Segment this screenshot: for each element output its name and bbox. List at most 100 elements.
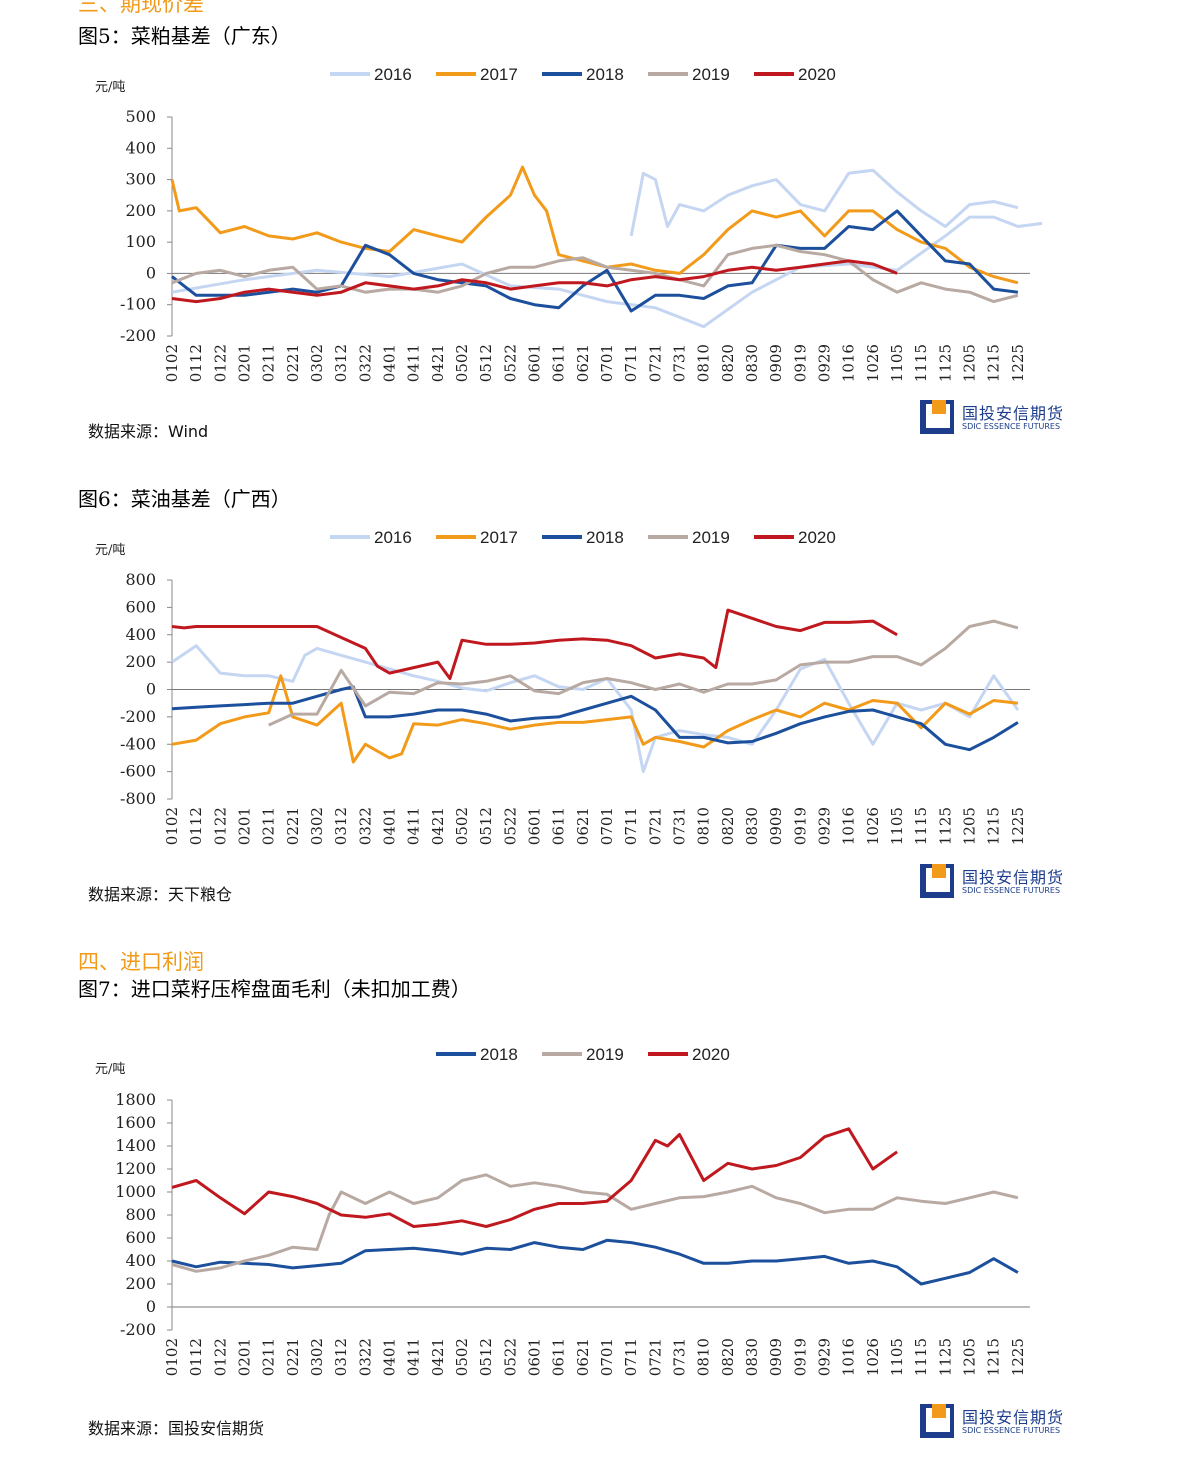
x-tick-label: 0401: [381, 807, 399, 845]
legend-label: 2020: [798, 65, 836, 84]
x-tick-label: 1225: [1009, 344, 1027, 382]
y-tick-label: 800: [125, 570, 156, 589]
y-tick-label: 400: [125, 138, 156, 157]
x-tick-label: 0601: [526, 344, 544, 382]
series-line-2020: [171, 259, 898, 304]
y-tick-label: 0: [146, 263, 156, 282]
series-line-2018: [171, 685, 1019, 752]
x-tick-label: 0322: [356, 1338, 374, 1376]
x-tick-label: 0621: [574, 807, 592, 845]
y-tick-label: -200: [120, 326, 156, 345]
x-tick-label: 0512: [477, 344, 495, 382]
x-tick-label: 0221: [284, 1338, 302, 1376]
x-tick-label: 0201: [236, 344, 254, 382]
x-tick-label: 0522: [501, 344, 519, 382]
x-tick-label: 0721: [646, 807, 664, 845]
x-tick-label: 0221: [284, 807, 302, 845]
series-line-2017: [170, 165, 1019, 285]
logo-name-en: SDIC ESSENCE FUTURES: [962, 886, 1061, 895]
x-tick-label: 0701: [598, 807, 616, 845]
y-tick-label: 1200: [115, 1159, 156, 1178]
series-line-2018: [171, 209, 1019, 313]
y-axis-unit: 元/吨: [95, 1062, 126, 1077]
x-tick-label: 1026: [864, 1338, 882, 1376]
x-tick-label: 0211: [260, 807, 278, 845]
y-axis-unit: 元/吨: [95, 543, 126, 558]
x-tick-label: 0201: [236, 1338, 254, 1376]
x-tick-label: 0112: [187, 807, 205, 845]
x-tick-label: 0601: [526, 807, 544, 845]
x-tick-label: 1125: [936, 344, 954, 382]
x-tick-label: 0411: [405, 807, 423, 845]
x-tick-label: 0502: [453, 807, 471, 845]
x-tick-label: 1115: [912, 807, 930, 845]
y-tick-label: 0: [146, 680, 156, 699]
y-tick-label: 400: [125, 625, 156, 644]
x-tick-label: 0731: [671, 807, 689, 845]
logo-name-cn: 国投安信期货: [962, 1408, 1065, 1427]
y-tick-label: -400: [120, 734, 156, 753]
company-logo: 国投安信期货 SDIC ESSENCE FUTURES: [920, 1402, 1070, 1442]
x-tick-label: 0322: [356, 807, 374, 845]
x-tick-label: 0909: [767, 344, 785, 382]
x-tick-label: 0929: [816, 344, 834, 382]
x-tick-label: 0611: [550, 344, 568, 382]
x-tick-label: 0929: [816, 1338, 834, 1376]
x-tick-label: 0401: [381, 344, 399, 382]
x-tick-label: 0929: [816, 807, 834, 845]
y-tick-label: 1400: [115, 1136, 156, 1155]
y-tick-label: 200: [125, 201, 156, 220]
x-tick-label: 0302: [308, 344, 326, 382]
legend-label: 2017: [480, 528, 518, 547]
y-tick-label: 0: [146, 1297, 156, 1316]
logo-name-en: SDIC ESSENCE FUTURES: [962, 422, 1061, 431]
x-tick-label: 1115: [912, 1338, 930, 1376]
x-tick-label: 0421: [429, 1338, 447, 1376]
logo-name-cn: 国投安信期货: [962, 868, 1065, 887]
data-source: 数据来源：国投安信期货: [88, 1419, 265, 1438]
x-tick-label: 0102: [163, 807, 181, 845]
x-tick-label: 0919: [791, 1338, 809, 1376]
x-tick-label: 0211: [260, 344, 278, 382]
x-tick-label: 0611: [550, 1338, 568, 1376]
x-tick-label: 1205: [961, 344, 979, 382]
series-line-2019: [171, 1173, 1019, 1273]
x-tick-label: 0312: [332, 807, 350, 845]
section-title-spot-basis: 三、期现价差: [78, 0, 204, 16]
x-tick-label: 1215: [985, 807, 1003, 845]
series-line-2018: [171, 1238, 1019, 1286]
x-tick-label: 0411: [405, 344, 423, 382]
x-tick-label: 1225: [1009, 1338, 1027, 1376]
x-tick-label: 0830: [743, 1338, 761, 1376]
x-tick-label: 0701: [598, 344, 616, 382]
x-tick-label: 1215: [985, 1338, 1003, 1376]
x-tick-label: 0112: [187, 1338, 205, 1376]
x-tick-label: 0522: [501, 807, 519, 845]
series-line-2020: [171, 1127, 898, 1228]
logo-name-cn: 国投安信期货: [962, 404, 1065, 423]
x-tick-label: 0919: [791, 344, 809, 382]
x-tick-label: 0512: [477, 807, 495, 845]
legend-label: 2020: [798, 528, 836, 547]
x-tick-label: 1225: [1009, 807, 1027, 845]
y-tick-label: 500: [125, 107, 156, 126]
series-line-2016: [629, 168, 1019, 237]
x-tick-label: 0830: [743, 807, 761, 845]
x-tick-label: 1016: [840, 344, 858, 382]
section-title-import-profit: 四、进口利润: [78, 950, 204, 974]
x-tick-label: 0810: [695, 1338, 713, 1376]
x-tick-label: 0502: [453, 344, 471, 382]
series-line-2016: [171, 215, 1043, 329]
series-line-2019: [171, 243, 1019, 304]
x-tick-label: 0302: [308, 807, 326, 845]
x-tick-label: 0701: [598, 1338, 616, 1376]
data-source: 数据来源：Wind: [88, 422, 209, 441]
y-tick-label: 200: [125, 1274, 156, 1293]
x-tick-label: 0512: [477, 1338, 495, 1376]
x-tick-label: 0502: [453, 1338, 471, 1376]
logo-mark-icon: [920, 864, 954, 898]
x-tick-label: 1115: [912, 344, 930, 382]
x-tick-label: 1205: [961, 807, 979, 845]
x-tick-label: 0919: [791, 807, 809, 845]
